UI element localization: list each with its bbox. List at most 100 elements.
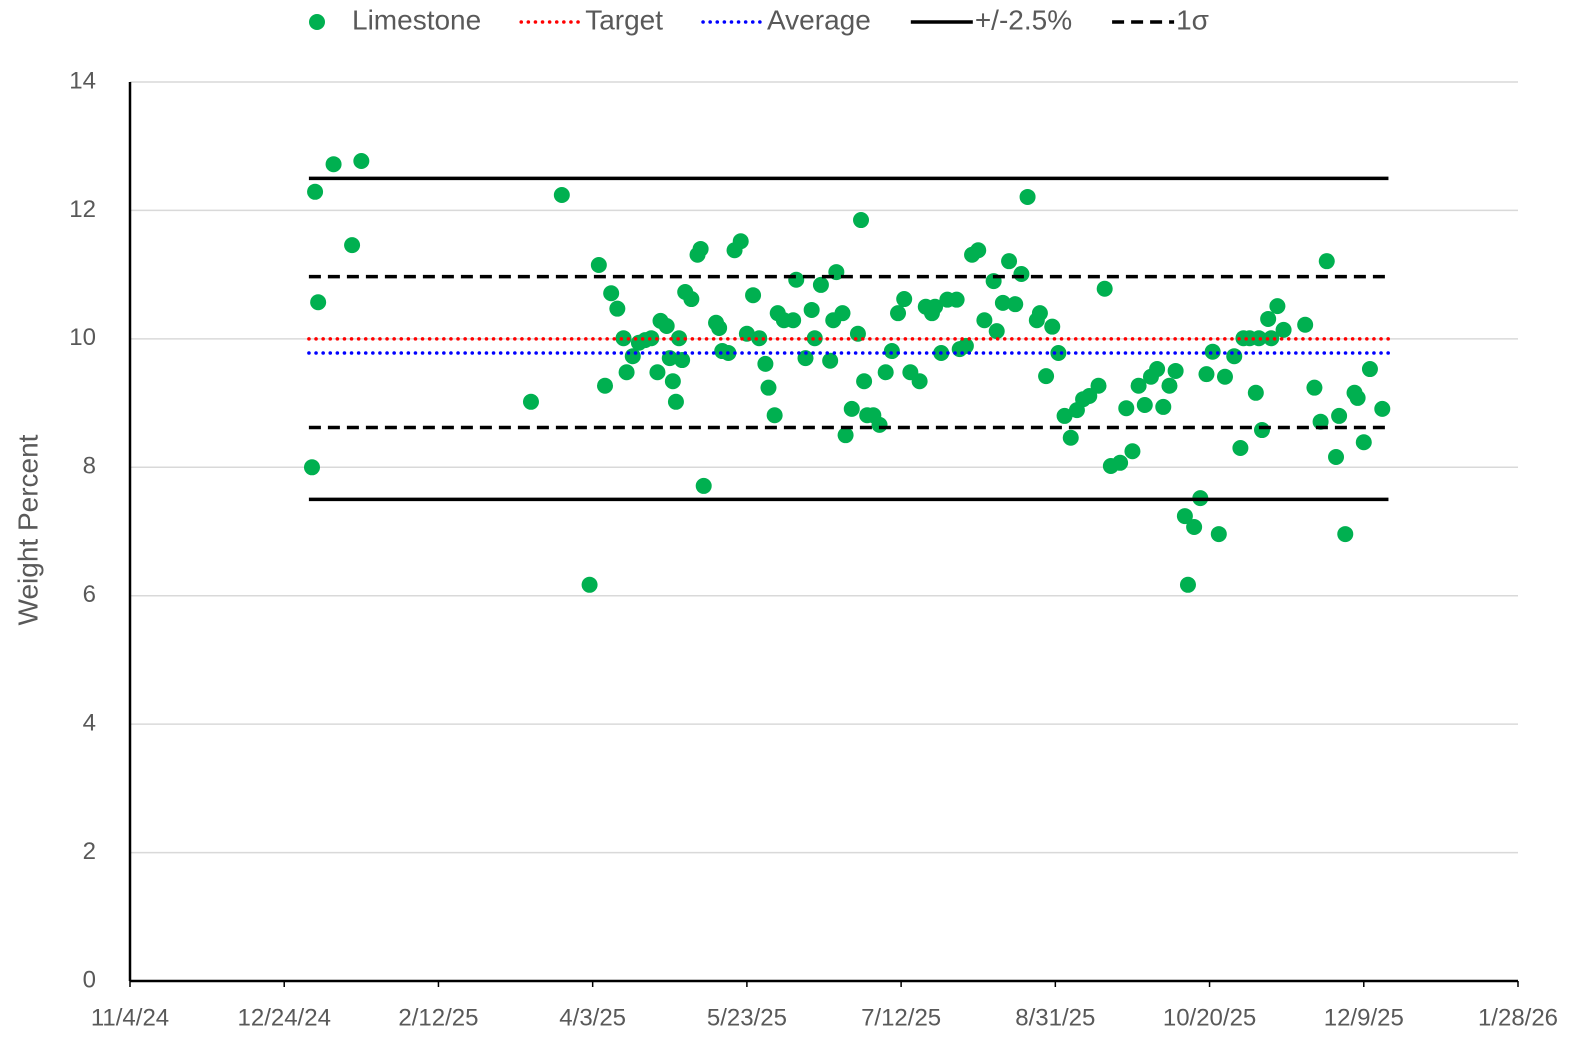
data-point xyxy=(674,352,691,369)
data-point xyxy=(1232,440,1249,457)
data-point xyxy=(1216,368,1233,385)
data-point xyxy=(1297,316,1314,333)
x-tick-label: 1/28/26 xyxy=(1478,1004,1558,1031)
data-point xyxy=(711,319,728,336)
data-point xyxy=(1226,348,1243,365)
y-tick-label: 8 xyxy=(83,453,96,480)
data-point xyxy=(1001,253,1018,270)
data-point xyxy=(1260,310,1277,327)
data-point xyxy=(732,233,749,250)
data-point xyxy=(1263,330,1280,347)
data-point xyxy=(1161,377,1178,394)
data-point xyxy=(1349,389,1366,406)
data-point xyxy=(1176,508,1193,525)
x-tick-label: 2/12/25 xyxy=(398,1004,478,1031)
data-point xyxy=(553,187,570,204)
data-point xyxy=(597,377,614,394)
data-point xyxy=(911,373,928,390)
data-point xyxy=(1328,449,1345,466)
y-tick-label: 10 xyxy=(69,324,96,351)
data-point xyxy=(760,379,777,396)
data-point xyxy=(1149,361,1166,378)
data-point xyxy=(1374,400,1391,417)
data-point xyxy=(988,323,1005,340)
data-point xyxy=(1096,280,1113,297)
data-point xyxy=(1155,398,1172,415)
data-point xyxy=(325,156,342,173)
data-point xyxy=(803,301,820,318)
data-point xyxy=(871,416,888,433)
data-point xyxy=(307,183,324,200)
data-point xyxy=(976,312,993,329)
x-tick-label: 10/20/25 xyxy=(1163,1004,1256,1031)
data-point xyxy=(883,343,900,360)
data-point xyxy=(310,294,327,311)
data-point xyxy=(683,291,700,308)
data-point xyxy=(751,330,768,347)
data-point xyxy=(1130,377,1147,394)
legend-label: Average xyxy=(767,4,871,35)
data-point xyxy=(661,350,678,367)
data-point xyxy=(581,576,598,593)
data-point xyxy=(766,407,783,424)
data-point xyxy=(948,291,965,308)
data-point xyxy=(1198,366,1215,383)
data-point xyxy=(957,337,974,354)
data-point xyxy=(1112,454,1129,471)
data-point xyxy=(1090,377,1107,394)
data-point xyxy=(1269,298,1286,315)
data-point xyxy=(1081,388,1098,405)
x-tick-label: 7/12/25 xyxy=(861,1004,941,1031)
data-point xyxy=(1253,422,1270,439)
data-point xyxy=(1136,396,1153,413)
data-point xyxy=(1179,576,1196,593)
x-tick-label: 12/24/24 xyxy=(238,1004,331,1031)
x-tick-label: 5/23/25 xyxy=(707,1004,787,1031)
y-axis-label: Weight Percent xyxy=(12,434,43,625)
legend-label: Limestone xyxy=(352,4,481,35)
data-point xyxy=(1056,407,1073,424)
data-point xyxy=(1204,343,1221,360)
data-point xyxy=(1167,362,1184,379)
x-tick-label: 12/9/25 xyxy=(1324,1004,1404,1031)
y-tick-label: 12 xyxy=(69,196,96,223)
data-point xyxy=(843,400,860,417)
data-point xyxy=(837,427,854,444)
data-point xyxy=(822,352,839,369)
data-point xyxy=(1337,526,1354,543)
data-point xyxy=(695,477,712,494)
data-point xyxy=(788,271,805,288)
y-tick-label: 14 xyxy=(69,67,96,94)
data-point xyxy=(785,312,802,329)
data-point xyxy=(667,393,684,410)
data-point xyxy=(1044,318,1061,335)
data-point xyxy=(970,242,987,259)
data-point xyxy=(1306,379,1323,396)
data-point xyxy=(609,300,626,317)
data-point xyxy=(1062,429,1079,446)
data-point xyxy=(615,330,632,347)
x-tick-label: 11/4/24 xyxy=(91,1004,169,1031)
data-point xyxy=(603,285,620,302)
data-point xyxy=(1210,526,1227,543)
reference-line xyxy=(308,274,1389,430)
y-tick-label: 4 xyxy=(83,709,96,736)
data-point xyxy=(692,240,709,257)
legend-label: Target xyxy=(585,4,663,35)
data-point xyxy=(353,152,370,169)
data-point xyxy=(994,294,1011,311)
data-point xyxy=(890,305,907,322)
legend-marker xyxy=(309,14,325,30)
data-point xyxy=(344,237,361,254)
data-point xyxy=(834,305,851,322)
data-point xyxy=(745,287,762,304)
data-point xyxy=(812,276,829,293)
data-point xyxy=(1312,413,1329,430)
data-point xyxy=(877,364,894,381)
legend-label: 1σ xyxy=(1176,4,1209,35)
data-point xyxy=(1124,443,1141,460)
data-point xyxy=(1118,400,1135,417)
legend-label: +/-2.5% xyxy=(975,4,1072,35)
y-tick-label: 6 xyxy=(83,581,96,608)
